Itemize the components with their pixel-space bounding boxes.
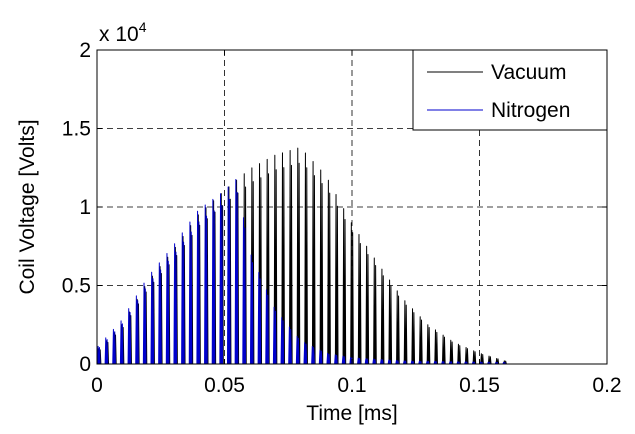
x-tick-label: 0.15 — [459, 374, 500, 397]
y-axis-ticks: 0 0.5 1 1.5 2 — [62, 39, 607, 376]
x-tick-label: 0.1 — [337, 374, 366, 397]
legend-label-vacuum: Vacuum — [491, 61, 566, 84]
y-axis-multiplier: x 104 — [99, 19, 147, 46]
x-axis-label: Time [ms] — [306, 402, 397, 425]
y-tick-label: 2 — [79, 39, 91, 62]
y-tick-label: 0 — [79, 353, 91, 376]
y-tick-label: 1.5 — [62, 118, 91, 141]
x-tick-label: 0.05 — [204, 374, 245, 397]
x-tick-label: 0 — [91, 374, 103, 397]
legend: Vacuum Nitrogen — [412, 49, 608, 131]
y-tick-label: 0.5 — [62, 275, 91, 298]
x-tick-label: 0.2 — [592, 374, 621, 397]
y-axis-label: Coil Voltage [Volts] — [16, 119, 39, 294]
legend-label-nitrogen: Nitrogen — [491, 99, 570, 122]
y-tick-label: 1 — [79, 196, 91, 219]
legend-box — [412, 49, 608, 131]
